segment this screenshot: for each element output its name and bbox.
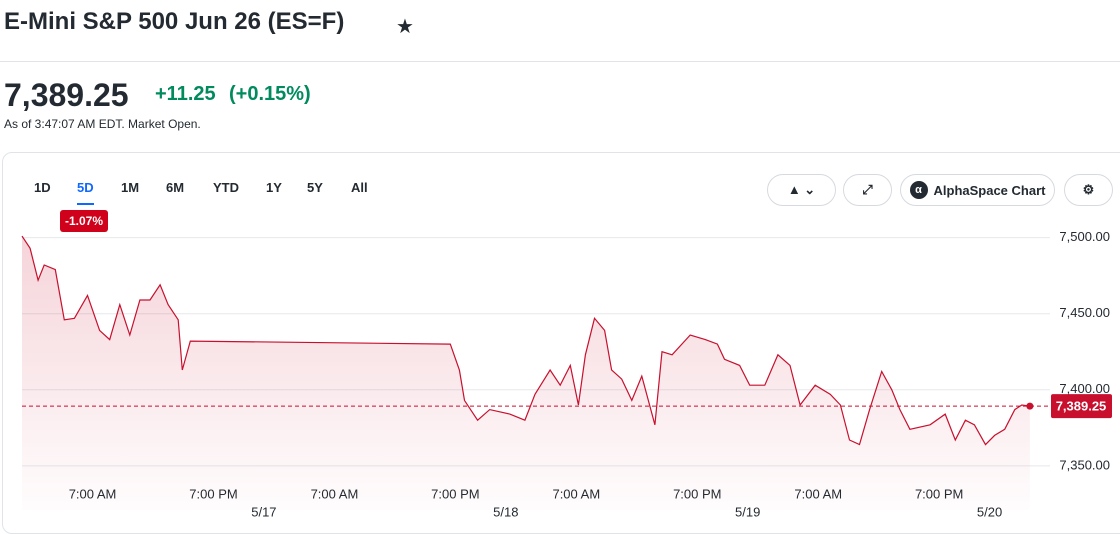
current-label: 7,389.25 bbox=[1056, 399, 1107, 414]
range-tab[interactable]: 5D bbox=[77, 180, 94, 205]
range-tab[interactable]: 1Y bbox=[266, 180, 282, 195]
divider bbox=[0, 61, 1120, 62]
alphaspace-label: AlphaSpace Chart bbox=[933, 182, 1046, 198]
price: 7,389.25 bbox=[4, 77, 129, 113]
range-tab[interactable]: 6M bbox=[166, 180, 185, 195]
expand-button[interactable]: ⤢ bbox=[843, 174, 892, 206]
y-tick-label: 7,450.00 bbox=[1059, 305, 1110, 320]
last-point bbox=[1026, 402, 1034, 410]
chart: 7,350.007,400.007,450.007,500.007:00 AM7… bbox=[21, 229, 1112, 519]
title: E-Mini S&P 500 Jun 26 (ES=F) bbox=[4, 8, 345, 35]
change-pct: (+0.15%) bbox=[229, 83, 311, 105]
range-tab[interactable]: All bbox=[351, 180, 368, 195]
current-label-bg bbox=[1051, 394, 1112, 419]
alphaspace-button[interactable]: α AlphaSpace Chart bbox=[900, 174, 1055, 206]
range-tab[interactable]: 1D bbox=[34, 180, 51, 195]
range-tab[interactable]: 5Y bbox=[307, 180, 323, 195]
y-tick-label: 7,500.00 bbox=[1059, 229, 1110, 244]
range-tab[interactable]: YTD bbox=[213, 180, 239, 195]
page: E-Mini S&P 500 Jun 26 (ES=F) ★ 7,389.25 … bbox=[0, 8, 1120, 534]
area bbox=[22, 236, 1030, 510]
price-line bbox=[21, 235, 1030, 446]
settings-button[interactable]: ⚙ bbox=[1064, 174, 1113, 206]
change: +11.25 bbox=[155, 83, 216, 105]
chart-type-button[interactable]: ▲ ⌄ bbox=[767, 174, 836, 206]
range-change: -1.07% bbox=[60, 210, 109, 232]
range-tab[interactable]: 1M bbox=[121, 180, 140, 195]
favorite-star[interactable]: ★ bbox=[396, 16, 414, 38]
as-of: As of 3:47:07 AM EDT. Market Open. bbox=[4, 117, 201, 131]
y-tick-label: 7,400.00 bbox=[1059, 381, 1110, 396]
y-tick-label: 7,350.00 bbox=[1059, 457, 1110, 472]
